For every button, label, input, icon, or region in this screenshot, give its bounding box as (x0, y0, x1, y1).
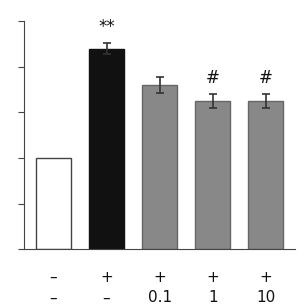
Text: 0.1: 0.1 (147, 290, 172, 304)
Text: +: + (153, 270, 166, 285)
Text: **: ** (98, 18, 115, 36)
Bar (248, 101, 283, 249)
Text: –: – (103, 290, 110, 304)
Text: 10: 10 (256, 290, 275, 304)
Text: –: – (50, 290, 57, 304)
Text: #: # (259, 69, 273, 88)
Text: 1: 1 (208, 290, 217, 304)
Text: #: # (206, 69, 219, 88)
Bar (142, 85, 177, 249)
Bar (89, 49, 124, 249)
Text: +: + (206, 270, 219, 285)
Text: –: – (50, 270, 57, 285)
Text: +: + (100, 270, 113, 285)
Bar (36, 158, 71, 249)
Text: +: + (259, 270, 272, 285)
Bar (195, 101, 230, 249)
